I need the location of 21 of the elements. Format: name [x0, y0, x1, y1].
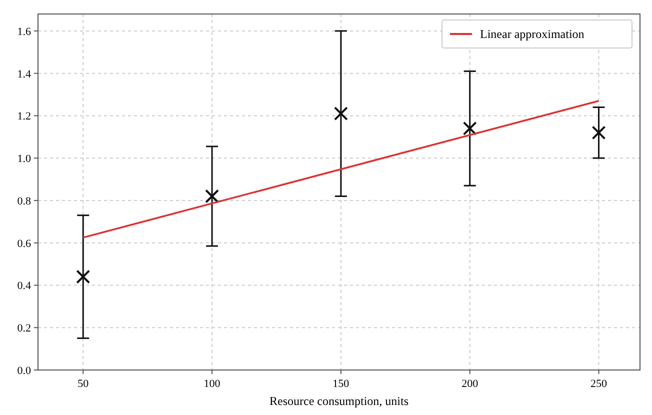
y-tick-label: 1.6: [17, 26, 32, 38]
point: [76, 270, 90, 284]
point: [592, 126, 606, 140]
x-tick-label: 100: [204, 378, 221, 390]
y-tick-label: 1.4: [17, 68, 32, 80]
legend-label: Linear approximation: [480, 27, 584, 41]
point: [462, 121, 477, 136]
point: [205, 189, 220, 204]
y-tick-label: 0.6: [17, 238, 32, 250]
y-tick-label: 1.0: [17, 153, 32, 166]
x-tick-label: 200: [462, 378, 479, 390]
y-tick-label: 0.8: [17, 195, 32, 208]
x-tick-label: 50: [78, 378, 90, 390]
y-tick-label: 0.2: [17, 322, 31, 335]
x-axis-title: Resource consumption, units: [270, 394, 409, 408]
point: [334, 106, 348, 121]
y-tick-label: 0.0: [17, 365, 32, 377]
x-tick-label: 250: [590, 378, 608, 390]
y-tick-label: 0.4: [17, 280, 32, 292]
x-tick-label: 150: [332, 378, 350, 390]
y-tick-label: 1.2: [17, 110, 31, 123]
